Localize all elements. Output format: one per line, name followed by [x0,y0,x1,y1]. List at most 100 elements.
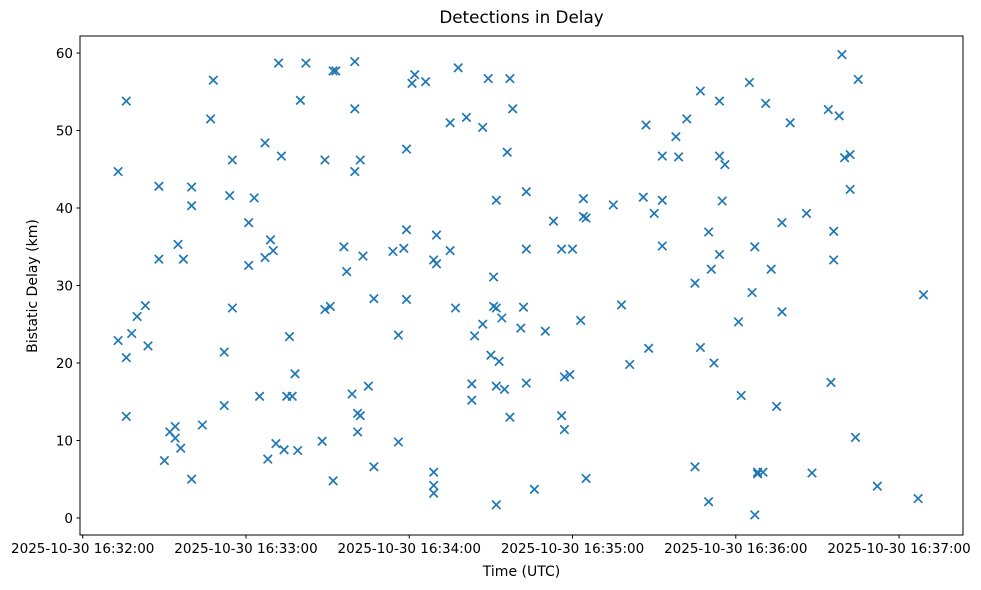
data-point-marker [486,350,496,361]
chart-title: Detections in Delay [439,7,604,27]
y-tick-label: 20 [56,356,73,372]
data-point-marker [175,443,186,454]
data-point-marker [752,468,763,479]
data-point-marker [173,239,183,250]
data-point-marker [556,410,567,421]
data-point-marker [477,319,488,330]
data-point-marker [771,401,782,412]
data-point-marker [287,391,298,402]
data-point-marker [681,114,692,124]
data-point-marker [227,303,238,313]
data-point-marker [690,278,700,289]
data-point-marker [428,467,439,478]
y-tick-label: 0 [64,511,73,527]
data-point-marker [785,117,796,128]
data-point-marker [733,317,744,327]
data-point-marker [347,389,357,399]
data-point-marker [521,244,532,254]
data-point-marker [499,384,510,395]
data-point-marker [777,306,787,317]
data-point-marker [747,287,757,298]
data-point-marker [918,289,929,300]
data-point-marker [328,66,338,76]
data-point-marker [872,481,883,492]
data-point-marker [505,73,515,84]
data-point-marker [749,241,760,252]
x-tick-label: 2025-10-30 16:36:00 [664,541,807,557]
x-tick-label: 2025-10-30 16:35:00 [501,541,644,557]
data-point-marker [548,216,559,227]
data-point-marker [496,313,507,323]
data-point-marker [328,475,338,486]
data-point-marker [369,293,379,304]
data-point-marker [121,96,132,106]
data-point-marker [575,315,586,326]
data-point-marker [262,454,273,464]
data-point-marker [341,266,352,277]
y-tick-label: 60 [56,46,73,62]
data-point-marker [154,254,164,265]
data-point-marker [657,151,668,161]
data-point-marker [420,76,431,87]
data-point-marker [491,303,502,313]
data-point-marker [431,230,442,240]
data-point-marker [801,208,812,219]
data-point-marker [657,195,668,206]
data-point-marker [121,352,132,363]
data-point-marker [388,246,398,257]
data-point-marker [567,244,578,254]
data-point-marker [208,75,219,86]
data-point-marker [445,245,455,256]
data-point-marker [325,301,336,312]
data-point-marker [279,444,289,455]
data-point-marker [564,369,575,380]
data-point-marker [749,510,760,520]
data-point-marker [273,58,284,68]
data-point-marker [839,152,850,163]
data-point-marker [837,49,847,60]
data-point-marker [355,410,366,421]
data-point-marker [695,86,706,96]
data-point-marker [276,151,287,161]
data-point-marker [154,181,164,192]
data-point-marker [197,420,208,430]
data-point-marker [398,243,409,254]
data-point-marker [657,241,668,251]
data-point-marker [140,300,151,311]
data-point-marker [186,182,197,192]
data-point-marker [409,69,420,80]
scatter-points [113,49,929,520]
data-point-marker [760,98,771,109]
data-point-marker [736,390,747,401]
data-point-marker [393,437,404,447]
data-point-marker [284,331,295,342]
data-point-marker [219,347,230,357]
data-point-marker [608,200,619,210]
data-point-marker [401,144,412,154]
data-point-marker [170,433,181,443]
y-tick-label: 40 [56,201,73,217]
data-point-marker [453,62,464,73]
data-point-marker [515,323,526,333]
data-point-marker [320,155,330,165]
data-point-marker [709,358,719,368]
data-point-marker [224,190,235,201]
data-point-marker [469,331,480,341]
data-point-marker [369,461,379,472]
data-point-marker [494,356,504,367]
data-point-marker [491,195,502,206]
data-point-marker [578,193,589,204]
data-point-marker [714,151,725,161]
data-point-marker [703,227,714,237]
data-point-marker [295,95,306,106]
data-point-marker [507,103,518,114]
data-point-marker [714,96,725,106]
data-point-marker [407,78,417,89]
data-point-marker [488,272,499,282]
data-point-marker [706,264,717,275]
data-point-marker [445,117,455,128]
data-point-marker [521,186,532,197]
y-axis-label: Bistatic Delay (km) [25,219,41,353]
data-point-marker [219,400,230,411]
